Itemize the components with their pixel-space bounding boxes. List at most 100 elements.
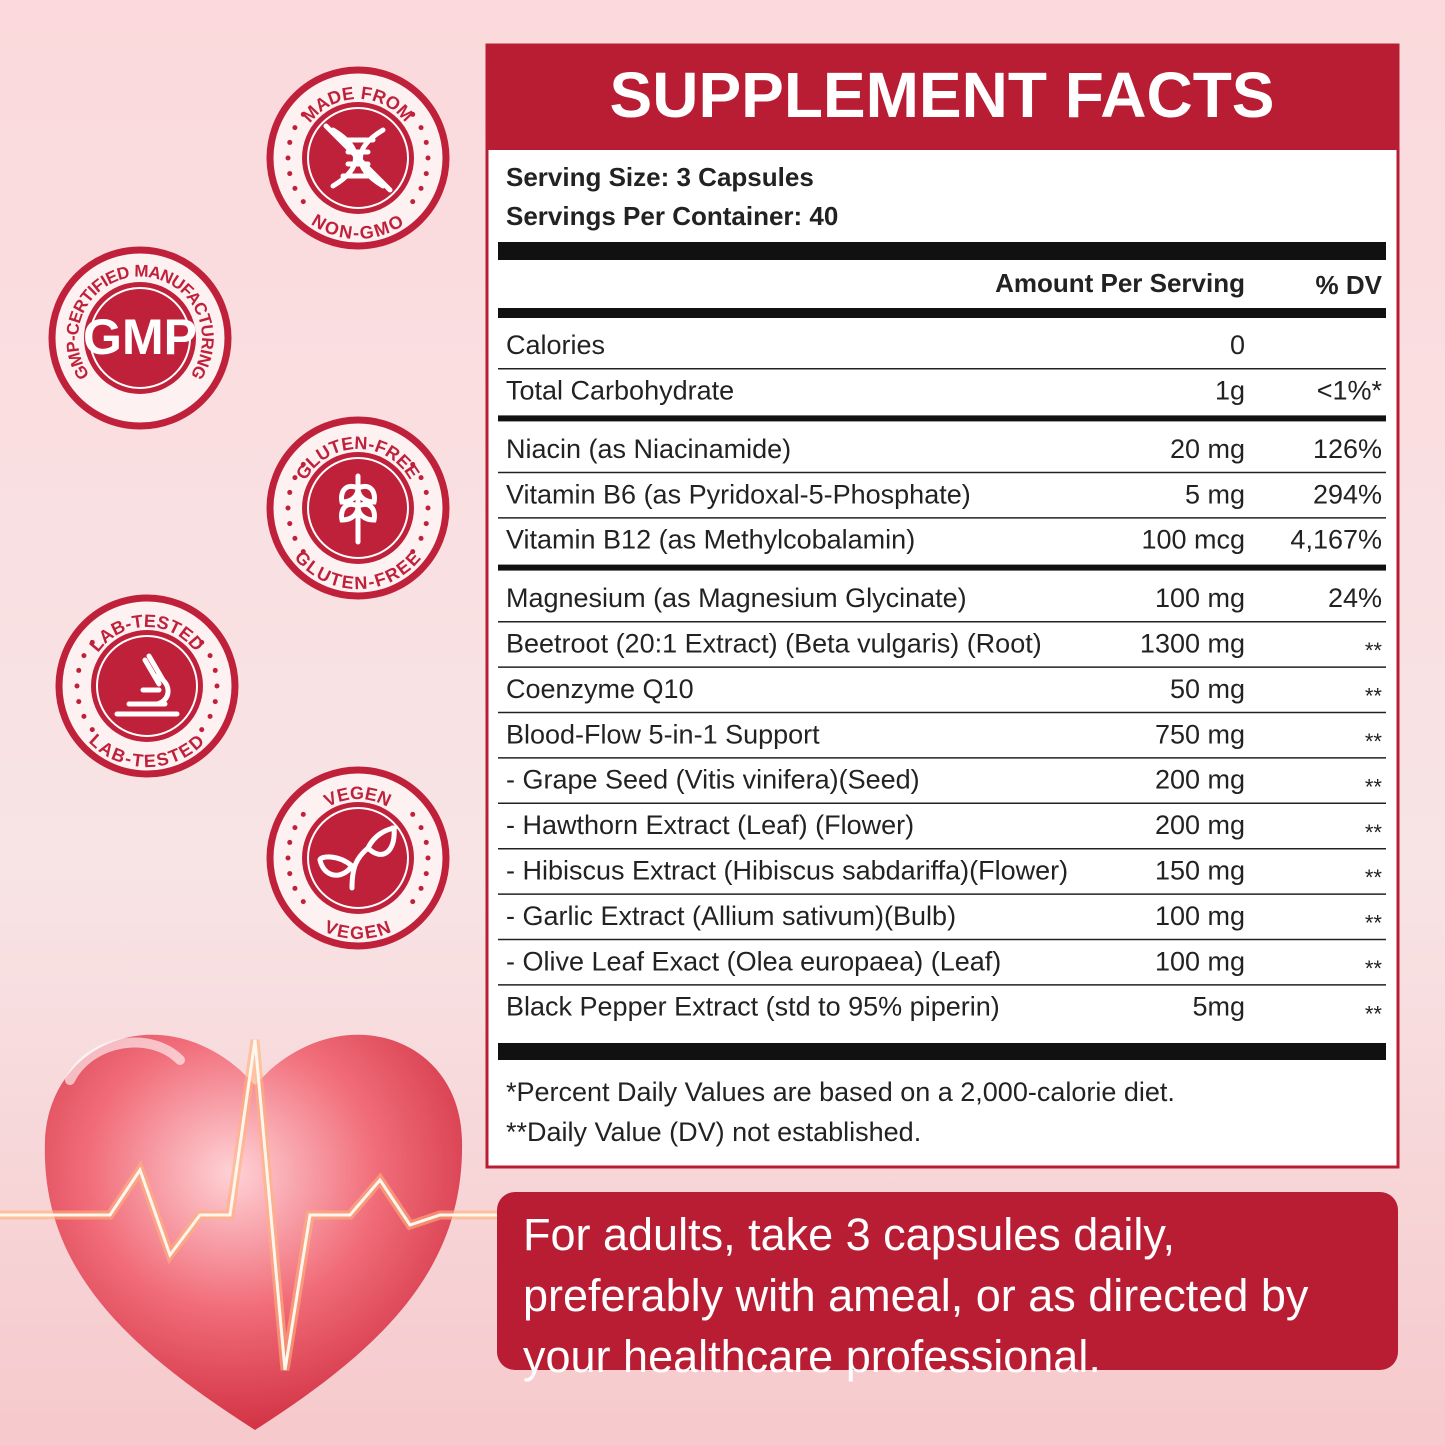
- nutrient-name: - Grape Seed (Vitis vinifera)(Seed): [506, 765, 920, 795]
- badge-dot: [423, 171, 429, 177]
- badge-dot: [410, 461, 416, 467]
- badge-core-ring: [307, 107, 409, 209]
- heart-highlight: [65, 1037, 185, 1085]
- dv-column-header: % DV: [1316, 270, 1383, 300]
- nutrient-name: - Hawthorn Extract (Leaf) (Flower): [506, 810, 914, 840]
- badge-dot: [285, 155, 291, 161]
- badge-icon: [114, 653, 180, 717]
- badge-dot: [74, 683, 80, 689]
- badge-dot: [292, 885, 298, 891]
- badge-dot: [418, 535, 424, 541]
- nutrient-amount: 200 mg: [1155, 810, 1245, 840]
- badge-core-ring: [96, 635, 198, 737]
- badge-dot: [287, 139, 293, 145]
- badge-dot: [292, 825, 298, 831]
- directions: For adults, take 3 capsules daily, prefe…: [497, 1192, 1398, 1382]
- badge-core-ring: [89, 287, 191, 389]
- badge-dot: [214, 683, 220, 689]
- badge-dot: [300, 899, 306, 905]
- facts-rows: Calories 0 Total Carbohydrate 1g <1%* Niacin …: [498, 330, 1386, 1026]
- badge-core: [84, 282, 196, 394]
- thick-rule: [498, 1043, 1386, 1060]
- nutrient-dv: 126%: [1313, 434, 1382, 464]
- nutrient-amount: 750 mg: [1155, 719, 1245, 749]
- badge-dot: [418, 125, 424, 131]
- badge-core-ring: [307, 807, 409, 909]
- nutrient-dv: **: [1365, 774, 1383, 799]
- nutrient-name: Vitamin B6 (as Pyridoxal-5-Phosphate): [506, 479, 971, 509]
- nutrient-name: - Garlic Extract (Allium sativum)(Bulb): [506, 901, 956, 931]
- badge-dot: [410, 811, 416, 817]
- nutrient-amount: 50 mg: [1170, 674, 1245, 704]
- servings-per-container: Servings Per Container: 40: [506, 201, 838, 231]
- nutrient-amount: 0: [1230, 330, 1245, 360]
- badge-dot: [410, 549, 416, 555]
- badge-dot: [292, 125, 298, 131]
- nutrient-name: Total Carbohydrate: [506, 376, 734, 406]
- thick-rule: [498, 242, 1386, 260]
- badge-icon: [323, 123, 393, 193]
- nutrient-dv: **: [1365, 729, 1383, 754]
- badge-icon: [317, 825, 397, 891]
- badge-dot: [199, 727, 205, 733]
- nutrient-dv: **: [1365, 911, 1383, 936]
- badge-dot: [292, 535, 298, 541]
- nutrient-dv: **: [1365, 1001, 1383, 1026]
- badge-dot: [199, 639, 205, 645]
- nutrient-name: Magnesium (as Magnesium Glycinate): [506, 583, 967, 613]
- badge-dot: [423, 521, 429, 527]
- badge-dot: [285, 505, 291, 511]
- nutrient-dv: **: [1365, 638, 1383, 663]
- nutrient-dv: **: [1365, 865, 1383, 890]
- nutrient-dv: **: [1365, 684, 1383, 709]
- badge-dot: [212, 699, 218, 705]
- badge-core-ring: [307, 457, 409, 559]
- nutrient-amount: 5 mg: [1185, 479, 1245, 509]
- nutrient-amount: 1g: [1215, 376, 1245, 406]
- badge-dot: [81, 713, 87, 719]
- badge-dot: [418, 885, 424, 891]
- badge-icon: [339, 473, 377, 545]
- nutrient-name: - Hibiscus Extract (Hibiscus sabdariffa)…: [506, 856, 1068, 886]
- facts-title: SUPPLEMENT FACTS: [610, 59, 1275, 131]
- badge-dot: [418, 185, 424, 191]
- badge-dot: [300, 111, 306, 117]
- nutrient-amount: 100 mcg: [1141, 525, 1245, 555]
- badge-dot: [81, 653, 87, 659]
- badge-dot: [89, 727, 95, 733]
- nutrient-name: Beetroot (20:1 Extract) (Beta vulgaris) …: [506, 629, 1042, 659]
- nutrient-name: Blood-Flow 5-in-1 Support: [506, 719, 820, 749]
- badge-center-text: GMP: [83, 309, 197, 365]
- badge-dot: [292, 475, 298, 481]
- badge-dot: [423, 489, 429, 495]
- badge-dot: [76, 667, 82, 673]
- badge-dot: [287, 871, 293, 877]
- badge-dot: [425, 855, 431, 861]
- nutrient-dv: **: [1365, 956, 1383, 981]
- badge-dot: [207, 713, 213, 719]
- badge-dot: [76, 699, 82, 705]
- badge-dot: [300, 811, 306, 817]
- nutrient-name: Vitamin B12 (as Methylcobalamin): [506, 525, 915, 555]
- nutrient-amount: 100 mg: [1155, 946, 1245, 976]
- nutrient-dv: 294%: [1313, 479, 1382, 509]
- facts-header: [487, 45, 1398, 150]
- badge-dot: [300, 461, 306, 467]
- nutrient-amount: 1300 mg: [1140, 629, 1245, 659]
- badge-dot: [425, 155, 431, 161]
- nutrient-name: Calories: [506, 330, 605, 360]
- badge-dot: [89, 639, 95, 645]
- ecg-line: [0, 1039, 497, 1371]
- nutrient-name: - Olive Leaf Exact (Olea europaea) (Leaf…: [506, 946, 1001, 976]
- badge-dot: [285, 855, 291, 861]
- amount-column-header: Amount Per Serving: [995, 268, 1245, 298]
- nutrient-amount: 100 mg: [1155, 583, 1245, 613]
- footnote: *Percent Daily Values are based on a 2,0…: [506, 1077, 1175, 1107]
- badge-dot: [207, 653, 213, 659]
